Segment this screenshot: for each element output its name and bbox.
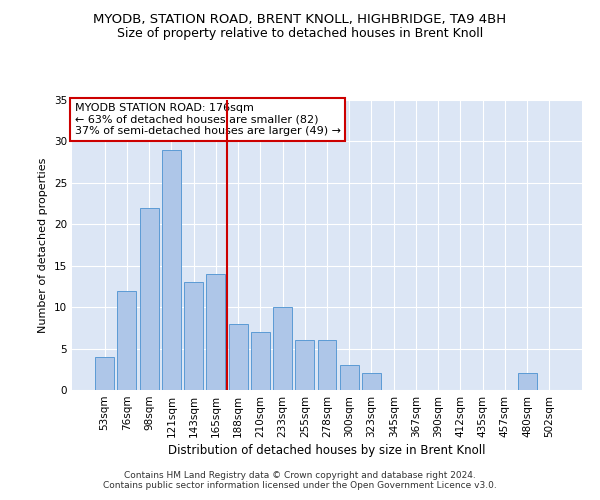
Bar xyxy=(340,365,359,390)
Bar xyxy=(206,274,225,390)
Y-axis label: Number of detached properties: Number of detached properties xyxy=(38,158,49,332)
Bar xyxy=(295,340,314,390)
Bar xyxy=(184,282,203,390)
Bar xyxy=(229,324,248,390)
Bar xyxy=(140,208,158,390)
Bar xyxy=(95,357,114,390)
Text: Contains HM Land Registry data © Crown copyright and database right 2024.
Contai: Contains HM Land Registry data © Crown c… xyxy=(103,470,497,490)
Bar xyxy=(518,374,536,390)
Bar xyxy=(273,307,292,390)
Bar xyxy=(251,332,270,390)
Text: MYODB, STATION ROAD, BRENT KNOLL, HIGHBRIDGE, TA9 4BH: MYODB, STATION ROAD, BRENT KNOLL, HIGHBR… xyxy=(94,12,506,26)
Text: MYODB STATION ROAD: 176sqm
← 63% of detached houses are smaller (82)
37% of semi: MYODB STATION ROAD: 176sqm ← 63% of deta… xyxy=(74,103,341,136)
Bar xyxy=(317,340,337,390)
X-axis label: Distribution of detached houses by size in Brent Knoll: Distribution of detached houses by size … xyxy=(168,444,486,457)
Bar xyxy=(362,374,381,390)
Bar xyxy=(118,290,136,390)
Bar xyxy=(162,150,181,390)
Text: Size of property relative to detached houses in Brent Knoll: Size of property relative to detached ho… xyxy=(117,28,483,40)
